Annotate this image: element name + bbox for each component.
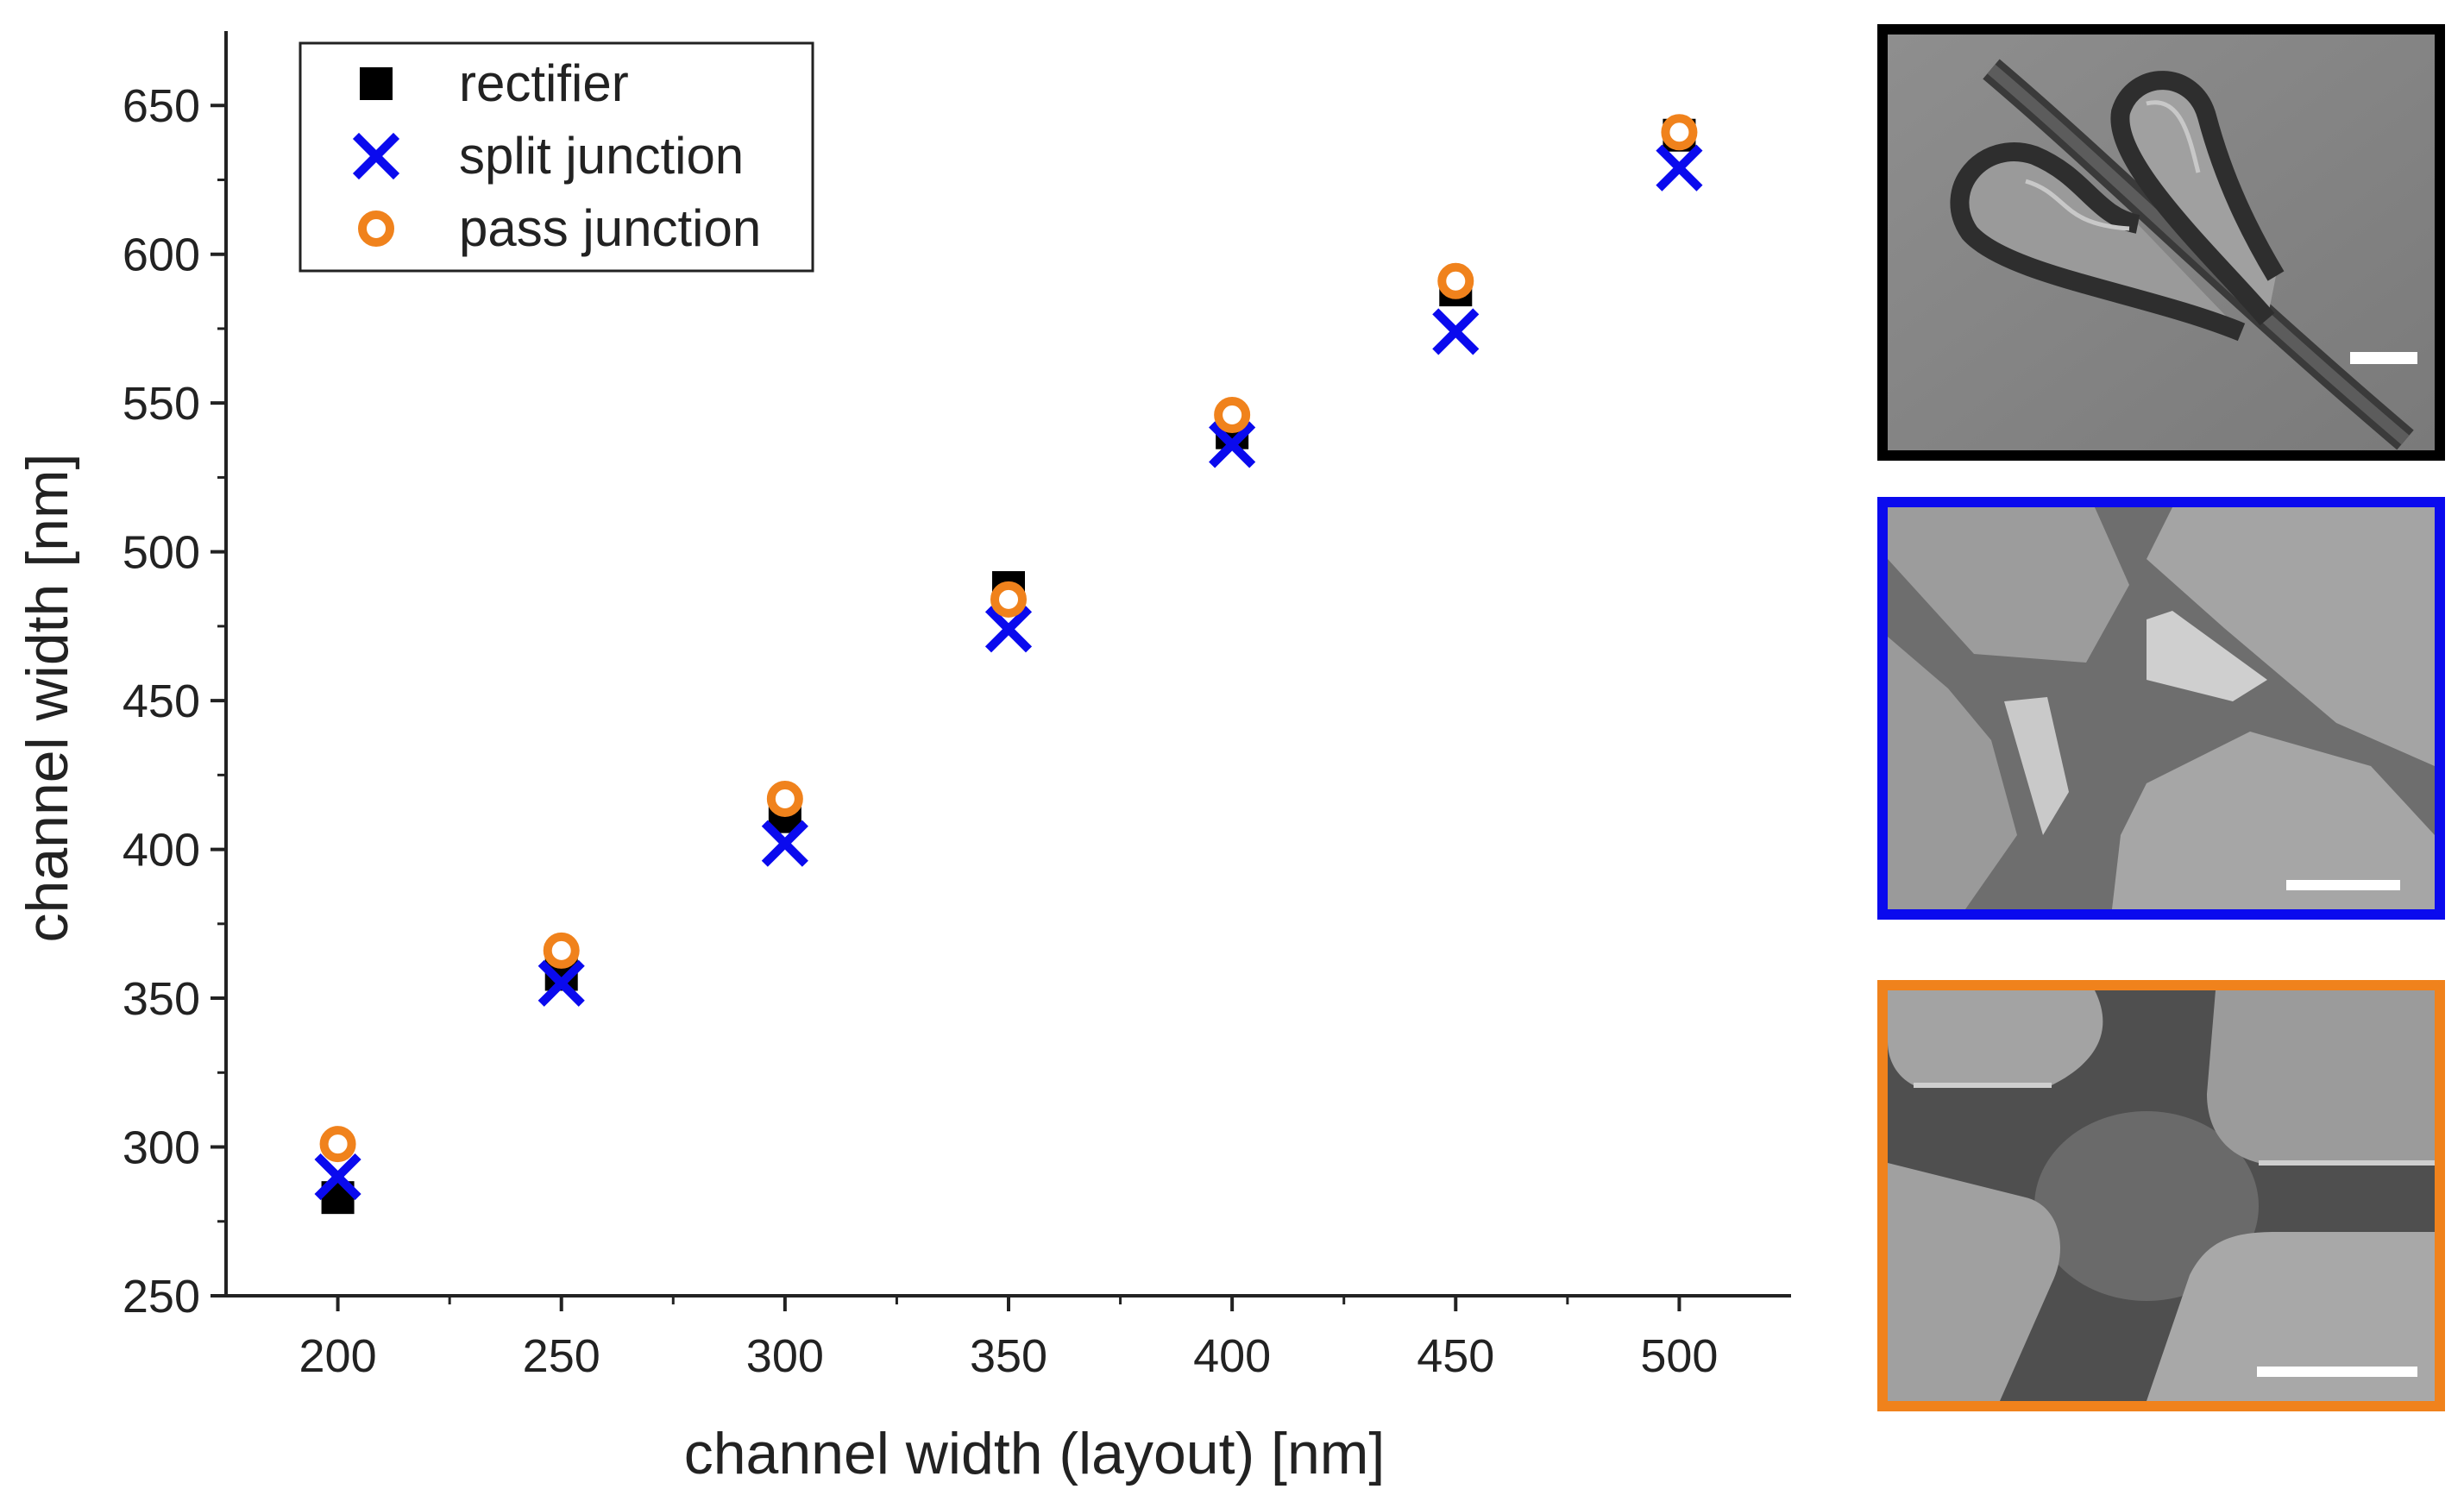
x-tick-label: 250: [523, 1330, 600, 1382]
axes: 250 300 350 400 450 500 550 600 650 200 250 300 350 4…: [123, 31, 1791, 1382]
split-junction-point: [984, 606, 1033, 653]
legend-marker: [352, 132, 400, 180]
x-tick-label: 350: [970, 1330, 1047, 1382]
pass-junction-point: [1437, 262, 1474, 299]
split-junction-point: [1432, 308, 1480, 355]
split-junction-point: [1656, 144, 1703, 192]
pass-junction-point: [1661, 114, 1698, 151]
x-tick-label: 200: [299, 1330, 377, 1382]
x-stroke: [984, 606, 1033, 653]
x-stroke: [1209, 421, 1256, 468]
y-axis-label: channel width [nm]: [15, 454, 80, 943]
y-tick-label: 650: [123, 80, 200, 132]
split-junction-point: [761, 820, 808, 867]
pass-junction-point: [1214, 396, 1251, 433]
x-stroke: [1432, 308, 1480, 355]
x-axis-label: channel width (layout) [nm]: [684, 1421, 1386, 1486]
x-stroke: [314, 1153, 361, 1201]
x-stroke: [352, 132, 400, 180]
y-tick-label: 400: [123, 825, 200, 877]
pass-junction-point: [766, 780, 803, 817]
x-stroke: [1656, 144, 1703, 192]
legend: rectifier split junction pass junction: [299, 41, 814, 273]
y-tick-label: 600: [123, 229, 200, 281]
x-tick-label: 400: [1193, 1330, 1271, 1382]
rectifier-sem-image: [1877, 24, 2445, 461]
x-tick-label: 300: [746, 1330, 824, 1382]
split-junction-point: [314, 1153, 361, 1201]
x-tick-label: 450: [1417, 1330, 1494, 1382]
y-tick-label: 450: [123, 675, 200, 727]
data-marks: [314, 114, 1703, 1215]
scale-bar: [2350, 352, 2417, 364]
x-tick-label: 500: [1640, 1330, 1718, 1382]
pass-junction-point: [990, 581, 1027, 618]
x-stroke: [537, 959, 585, 1007]
scale-bar: [2286, 880, 2400, 890]
y-tick-label: 550: [123, 378, 200, 430]
split-junction-point: [1209, 421, 1256, 468]
scale-bar: [2257, 1367, 2417, 1377]
pass-junction-sem-image: [1877, 980, 2445, 1411]
legend-marker: [358, 210, 394, 247]
x-stroke: [761, 820, 808, 867]
scatter-chart: 250 300 350 400 450 500 550 600 650 200 250 300 350 4…: [15, 31, 1791, 1486]
pass-junction-point: [543, 932, 580, 969]
legend-marker: [360, 67, 393, 100]
legend-label: pass junction: [459, 199, 761, 257]
split-junction-point: [537, 959, 585, 1007]
y-tick-label: 500: [123, 527, 200, 579]
pass-junction-point: [319, 1126, 356, 1163]
split-junction-sem-image: [1877, 497, 2445, 920]
y-tick-label: 250: [123, 1271, 200, 1323]
legend-label: rectifier: [459, 54, 629, 112]
y-tick-label: 350: [123, 973, 200, 1025]
y-tick-label: 300: [123, 1122, 200, 1174]
legend-label: split junction: [459, 127, 744, 185]
